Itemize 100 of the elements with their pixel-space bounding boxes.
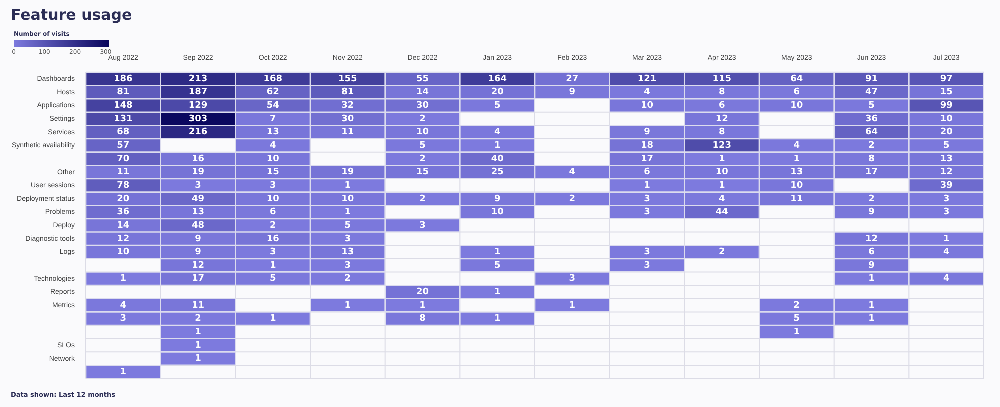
data-label: 6 <box>868 248 875 258</box>
data-label: 2 <box>569 194 576 204</box>
data-label: 8 <box>868 154 875 164</box>
data-label: 44 <box>716 208 728 218</box>
data-label: 3 <box>270 180 276 191</box>
data-label: 10 <box>117 248 130 258</box>
data-label: 9 <box>569 88 576 98</box>
data-label: 10 <box>491 208 504 218</box>
data-label: 19 <box>342 168 354 178</box>
data-label: 36 <box>117 208 130 218</box>
data-label: 2 <box>420 154 426 164</box>
data-label: 9 <box>868 208 875 218</box>
data-label: 49 <box>192 194 205 204</box>
data-label: 11 <box>117 168 130 178</box>
data-label: 1 <box>494 314 501 324</box>
data-label: 3 <box>644 260 650 271</box>
data-label: 9 <box>644 128 650 138</box>
data-label: 19 <box>192 168 205 178</box>
data-label: 2 <box>868 194 875 204</box>
data-label: 2 <box>344 274 352 284</box>
data-label: 1 <box>569 300 576 311</box>
data-label: 1 <box>120 274 127 284</box>
data-label: 6 <box>718 101 726 112</box>
data-label: 1 <box>868 314 875 324</box>
data-label: 57 <box>117 141 130 152</box>
data-label: 10 <box>266 154 280 164</box>
data-label: 3 <box>195 180 202 191</box>
data-label: 1 <box>195 340 202 351</box>
data-label: 9 <box>195 234 202 244</box>
data-label: 1 <box>344 208 352 218</box>
data-label: 68 <box>117 128 130 138</box>
data-label: 1 <box>868 274 875 284</box>
data-label: 97 <box>940 74 953 84</box>
data-label: 14 <box>416 88 430 98</box>
data-label: 1 <box>344 180 352 191</box>
data-label: 1 <box>794 154 800 164</box>
data-label: 3 <box>420 220 426 231</box>
data-label: 4 <box>943 248 950 258</box>
data-label: 3 <box>943 208 950 218</box>
data-label: 10 <box>640 101 654 112</box>
data-label: 3 <box>270 248 276 258</box>
data-label: 3 <box>344 234 352 244</box>
data-label: 62 <box>266 88 280 98</box>
data-label: 1 <box>195 354 202 364</box>
data-label: 4 <box>794 141 800 152</box>
data-label: 8 <box>718 128 726 138</box>
data-label: 4 <box>644 88 650 98</box>
data-label: 3 <box>644 248 650 258</box>
data-label: 13 <box>266 128 280 138</box>
data-label: 1 <box>718 154 726 164</box>
data-label: 2 <box>794 300 800 311</box>
data-label: 9 <box>868 260 875 271</box>
data-label: 8 <box>718 88 726 98</box>
data-label: 47 <box>865 88 878 98</box>
data-label: 4 <box>718 194 726 204</box>
data-label: 36 <box>865 114 878 124</box>
data-label: 5 <box>943 141 950 152</box>
data-label: 18 <box>640 141 654 152</box>
data-label: 2 <box>195 314 202 324</box>
data-label: 4 <box>569 168 576 178</box>
data-label: 186 <box>114 74 133 84</box>
data-label: 10 <box>266 194 280 204</box>
data-label: 10 <box>416 128 430 138</box>
data-label: 303 <box>188 114 208 124</box>
data-label: 32 <box>342 101 354 112</box>
data-label: 1 <box>644 180 650 191</box>
data-label: 12 <box>940 168 953 178</box>
data-label: 16 <box>266 234 280 244</box>
data-label: 1 <box>494 141 501 152</box>
data-label: 12 <box>117 234 130 244</box>
data-label: 13 <box>790 168 804 178</box>
data-label: 6 <box>270 208 276 218</box>
data-label: 5 <box>344 220 352 231</box>
data-label: 13 <box>192 208 205 218</box>
data-label: 64 <box>790 74 804 84</box>
data-label: 2 <box>420 114 426 124</box>
data-label: 10 <box>342 194 354 204</box>
data-label: 30 <box>342 114 354 124</box>
data-label: 2 <box>270 220 276 231</box>
data-label: 17 <box>192 274 205 284</box>
data-label: 216 <box>188 128 208 138</box>
data-label: 17 <box>865 168 878 178</box>
data-label: 5 <box>494 260 501 271</box>
data-label: 10 <box>716 168 728 178</box>
data-label: 1 <box>344 300 352 311</box>
data-label: 11 <box>192 300 205 311</box>
data-label: 6 <box>644 168 650 178</box>
data-label: 1 <box>943 234 950 244</box>
data-label: 1 <box>195 328 202 338</box>
data-label: 5 <box>794 314 800 324</box>
data-label: 12 <box>865 234 878 244</box>
chart-title: Feature usage <box>11 6 132 24</box>
data-label: 40 <box>491 154 504 164</box>
data-label: 1 <box>868 300 875 311</box>
data-label: 10 <box>940 114 953 124</box>
data-label: 7 <box>270 114 276 124</box>
data-label: 10 <box>790 180 804 191</box>
data-label: 129 <box>188 101 208 112</box>
data-label: 25 <box>491 168 504 178</box>
data-label: 3 <box>120 314 127 324</box>
